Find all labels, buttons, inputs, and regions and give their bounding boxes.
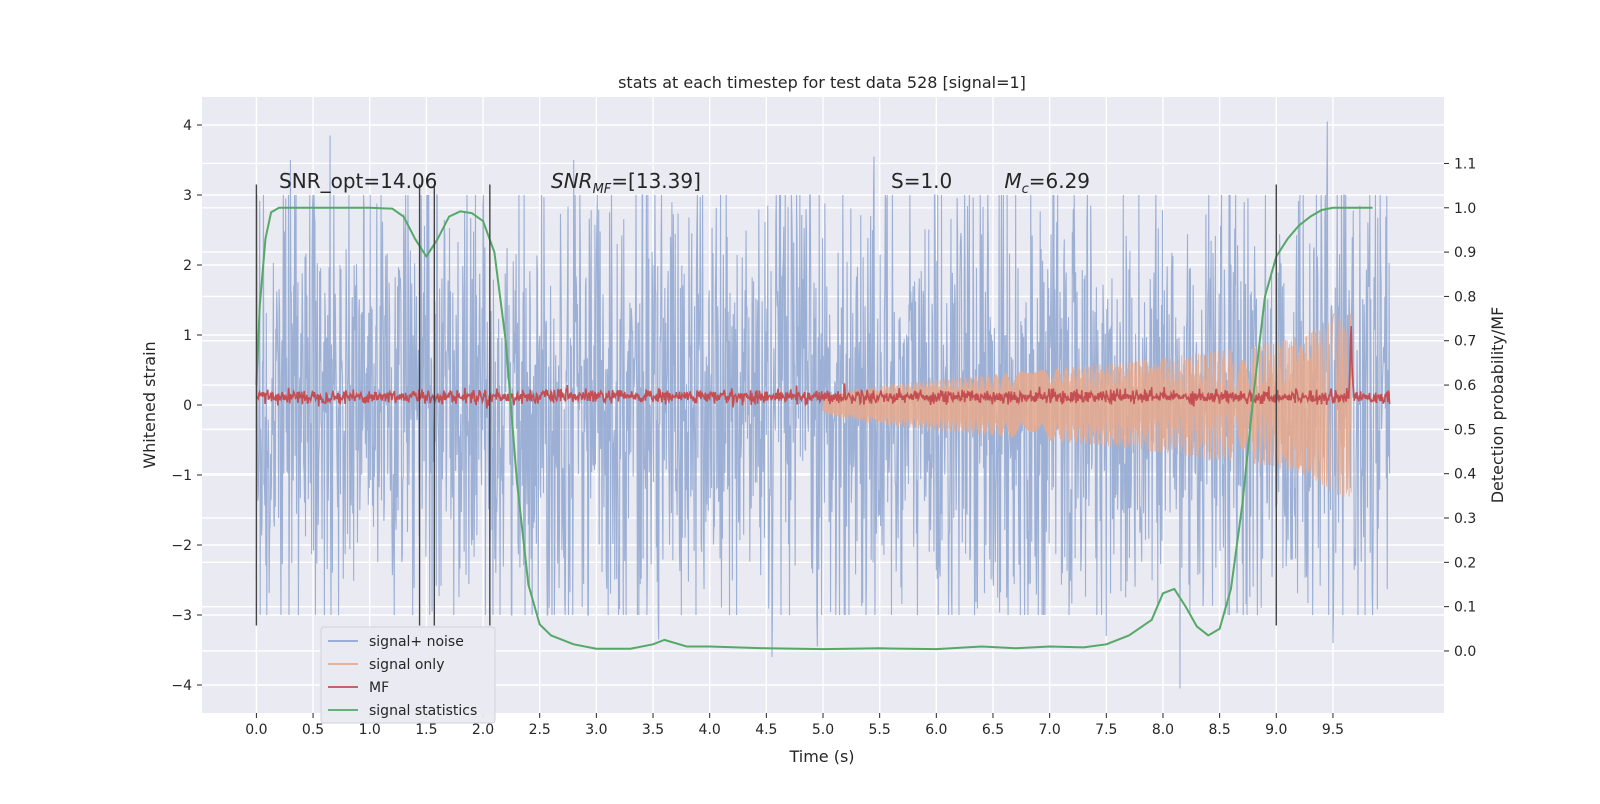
y-right-tick-label: 0.6 [1454, 378, 1476, 394]
legend-label: signal+ noise [369, 634, 464, 650]
x-tick-label: 9.0 [1265, 722, 1287, 738]
y-right-tick-label: 0.8 [1454, 289, 1476, 305]
x-tick-label: 7.0 [1039, 722, 1061, 738]
x-tick-label: 0.0 [245, 722, 267, 738]
y-axis-label-right: Detection probability/MF [1488, 307, 1507, 504]
vertical-markers [255, 184, 1277, 626]
x-tick-label: 9.5 [1322, 722, 1344, 738]
legend-label: MF [369, 680, 389, 696]
x-tick-label: 3.5 [642, 722, 664, 738]
y-left-tick-label: −2 [171, 538, 192, 554]
x-tick-label: 6.5 [982, 722, 1004, 738]
legend-box [320, 626, 496, 724]
y-right-tick-label: 0.2 [1454, 555, 1476, 571]
y-right-tick-label: 0.4 [1454, 467, 1476, 483]
x-tick-label: 6.0 [925, 722, 947, 738]
x-axis-label: Time (s) [788, 747, 854, 766]
series-layer [255, 121, 1391, 689]
x-tick-label: 0.5 [302, 722, 324, 738]
x-tick-label: 8.0 [1152, 722, 1174, 738]
y-left-tick-label: 4 [183, 118, 192, 134]
annotations: SNR_opt=14.06 SNRMF=[13.39] S=1.0 Mc=6.29 [279, 169, 1090, 197]
y-right-tick-label: 0.3 [1454, 511, 1476, 527]
x-tick-label: 3.0 [585, 722, 607, 738]
y-right-tick-label: 0.1 [1454, 600, 1476, 616]
annotation-text: SNR_opt=14.06 [279, 169, 437, 193]
y-left-tick-label: 1 [183, 328, 192, 344]
plot-area [255, 121, 1391, 689]
y-left-tick-label: 3 [183, 188, 192, 204]
x-tick-label: 8.5 [1208, 722, 1230, 738]
y-left-tick-label: 2 [183, 258, 192, 274]
x-tick-label: 2.0 [472, 722, 494, 738]
y-right-tick-label: 0.5 [1454, 422, 1476, 438]
annotation-text: S=1.0 [891, 169, 952, 193]
y-right-tick-label: 1.0 [1454, 201, 1476, 217]
y-right-tick-label: 0.0 [1454, 644, 1476, 660]
x-tick-label: 5.5 [869, 722, 891, 738]
annotation-text: SNRMF=[13.39] [551, 169, 701, 197]
x-tick-label: 2.5 [529, 722, 551, 738]
chart-title: stats at each timestep for test data 528… [618, 73, 1026, 92]
series-signal-statistics-line [255, 206, 1373, 651]
y-left-tick-label: −3 [171, 608, 192, 624]
x-tick-label: 1.5 [415, 722, 437, 738]
x-tick-label: 1.0 [359, 722, 381, 738]
legend: signal+ noise signal only MF signal statist… [320, 626, 496, 724]
x-tick-label: 5.0 [812, 722, 834, 738]
x-tick-label: 4.0 [699, 722, 721, 738]
axes: 0.0 0.5 1.0 1.5 2.0 2.5 3.0 3.5 4.0 4.5 5.0 5.5 6.0 6… [171, 118, 1476, 738]
y-axis-label-left: Whitened strain [140, 341, 159, 468]
series-mf-line [255, 326, 1391, 409]
x-tick-label: 7.5 [1095, 722, 1117, 738]
y-right-tick-label: 1.1 [1454, 156, 1476, 172]
y-right-tick-label: 0.7 [1454, 334, 1476, 350]
y-left-tick-label: −1 [171, 468, 192, 484]
y-right-tick-label: 0.9 [1454, 245, 1476, 261]
legend-label: signal only [369, 657, 444, 673]
y-left-tick-label: −4 [171, 678, 192, 694]
legend-label: signal statistics [369, 703, 477, 719]
x-tick-label: 4.5 [755, 722, 777, 738]
annotation-text: Mc=6.29 [1004, 169, 1090, 197]
y-left-tick-label: 0 [183, 398, 192, 414]
